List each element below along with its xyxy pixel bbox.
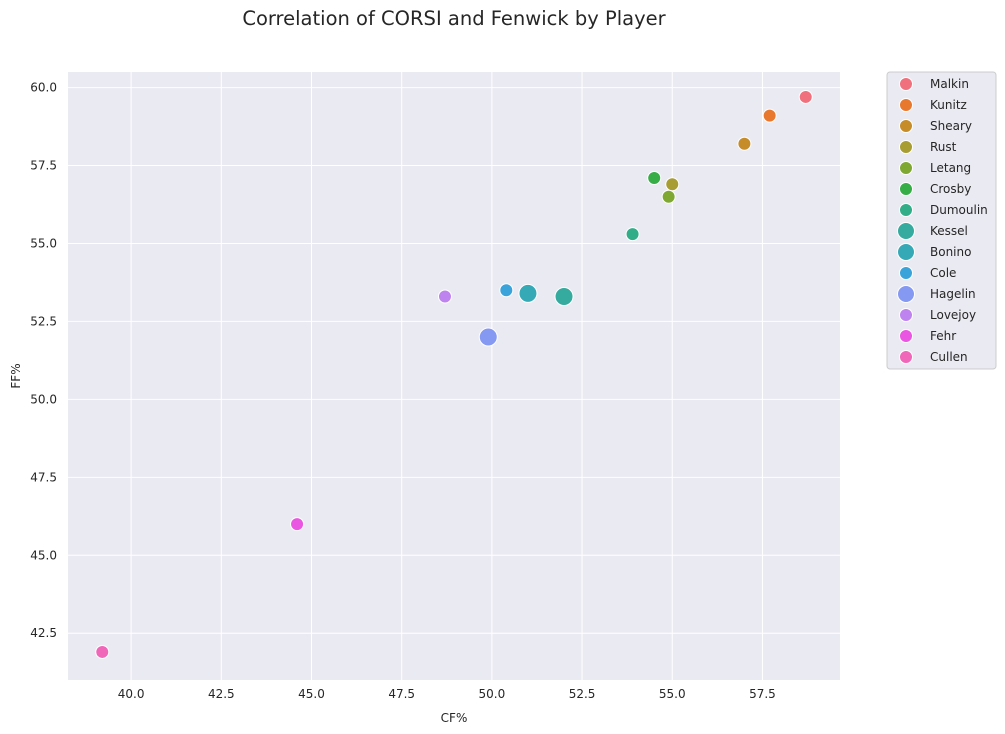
data-point-lovejoy (437, 289, 452, 304)
legend: Malkin Kunitz Sheary Rust Letang Crosby Dumoul… (886, 71, 997, 370)
x-tick-label: 47.5 (388, 687, 415, 701)
data-point-hagelin (478, 327, 498, 347)
x-tick-label: 50.0 (479, 687, 506, 701)
y-tick-label: 55.0 (30, 236, 57, 250)
legend-marker (899, 161, 913, 175)
legend-label: Crosby (930, 182, 971, 196)
legend-marker (899, 77, 913, 91)
legend-marker (899, 350, 913, 364)
legend-label: Kessel (930, 224, 968, 238)
x-tick-label: 52.5 (569, 687, 596, 701)
legend-label: Letang (930, 161, 971, 175)
legend-marker (899, 98, 913, 112)
data-point-sheary (737, 136, 752, 151)
x-axis-ticks: 40.0 42.5 45.0 47.5 50.0 52.5 55.0 57.5 (118, 687, 776, 701)
legend-label: Bonino (930, 245, 971, 259)
data-point-malkin (798, 89, 813, 104)
data-point-cullen (95, 644, 110, 659)
legend-label: Hagelin (930, 287, 976, 301)
data-point-dumoulin (625, 227, 640, 242)
legend-marker (897, 222, 915, 240)
x-tick-label: 42.5 (208, 687, 235, 701)
legend-marker (897, 285, 915, 303)
legend-marker (899, 182, 913, 196)
x-tick-label: 55.0 (659, 687, 686, 701)
legend-marker (899, 203, 913, 217)
data-point-fehr (290, 517, 305, 532)
plot-area (68, 72, 840, 680)
data-point-kessel (554, 286, 574, 306)
legend-box (886, 71, 997, 370)
data-point-letang (661, 189, 676, 204)
x-tick-label: 57.5 (749, 687, 776, 701)
data-point-kunitz (762, 108, 777, 123)
legend-marker (899, 329, 913, 343)
grid-lines (68, 72, 840, 680)
y-axis-label: FF% (9, 363, 23, 388)
data-point-rust (665, 177, 680, 192)
legend-label: Sheary (930, 119, 972, 133)
y-tick-label: 52.5 (30, 314, 57, 328)
legend-marker (899, 140, 913, 154)
legend-label: Dumoulin (930, 203, 988, 217)
y-tick-label: 60.0 (30, 81, 57, 95)
legend-label: Cole (930, 266, 956, 280)
y-tick-label: 45.0 (30, 548, 57, 562)
legend-marker (899, 308, 913, 322)
legend-label: Malkin (930, 77, 969, 91)
y-tick-label: 57.5 (30, 159, 57, 173)
x-tick-label: 40.0 (118, 687, 145, 701)
x-axis-label: CF% (441, 711, 468, 725)
y-tick-label: 42.5 (30, 626, 57, 640)
data-point-bonino (518, 283, 538, 303)
legend-label: Lovejoy (930, 308, 976, 322)
legend-label: Rust (930, 140, 957, 154)
legend-label: Cullen (930, 350, 968, 364)
legend-marker (899, 266, 913, 280)
data-point-cole (499, 283, 514, 298)
chart-title: Correlation of CORSI and Fenwick by Play… (242, 7, 666, 30)
legend-label: Kunitz (930, 98, 967, 112)
data-point-crosby (647, 171, 662, 186)
y-axis-ticks: 42.5 45.0 47.5 50.0 52.5 55.0 57.5 60.0 (30, 81, 57, 641)
legend-label: Fehr (930, 329, 956, 343)
legend-marker (899, 119, 913, 133)
data-points (95, 89, 813, 659)
y-tick-label: 47.5 (30, 470, 57, 484)
y-tick-label: 50.0 (30, 392, 57, 406)
legend-marker (897, 243, 915, 261)
x-tick-label: 45.0 (298, 687, 325, 701)
